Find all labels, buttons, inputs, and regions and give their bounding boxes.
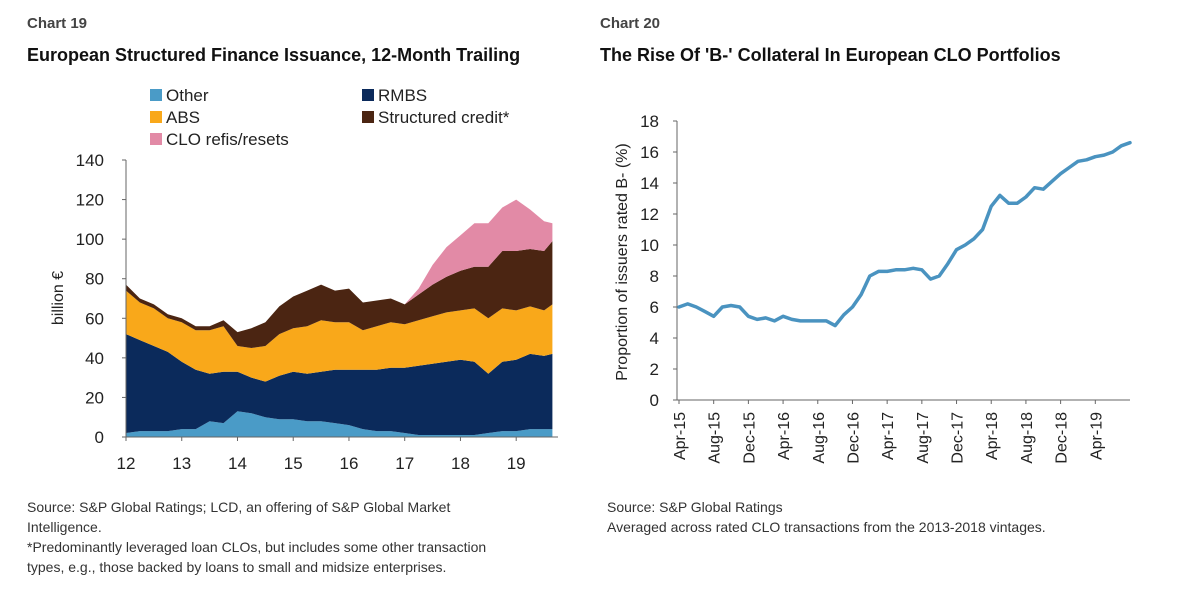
area-abs xyxy=(126,290,553,382)
area-clo-refis-resets xyxy=(126,199,553,333)
b-minus-series xyxy=(677,140,1132,328)
x-tick-label: Apr-16 xyxy=(776,412,793,460)
y-tick-label: 8 xyxy=(650,267,659,286)
legend-label-clo-refis-resets: CLO refis/resets xyxy=(166,130,289,149)
y-tick-label: 14 xyxy=(640,174,659,193)
issuance-y-axis-label: billion € xyxy=(50,271,67,325)
x-tick-label: Apr-17 xyxy=(880,412,897,460)
y-tick-label: 0 xyxy=(650,391,659,410)
chart20-title: The Rise Of 'B-' Collateral In European … xyxy=(600,45,1061,65)
y-tick-label: 20 xyxy=(85,388,104,407)
legend-label-rmbs: RMBS xyxy=(378,86,427,105)
y-tick-label: 16 xyxy=(640,143,659,162)
legend-swatch-abs xyxy=(150,111,162,123)
x-tick-label: Aug-16 xyxy=(811,412,828,464)
chart20-source-line1: Source: S&P Global Ratings xyxy=(607,499,783,515)
y-tick-label: 12 xyxy=(640,205,659,224)
b-minus-axes: 0 2 4 6 8 10 12 14 16 18 Apr-15 Aug-15 Dec-15 Apr-16 A… xyxy=(640,112,1130,464)
y-tick-label: 60 xyxy=(85,309,104,328)
y-tick-label: 80 xyxy=(85,270,104,289)
chart20-source: Source: S&P Global Ratings Averaged acro… xyxy=(607,497,1046,537)
y-tick-label: 0 xyxy=(95,428,104,447)
x-tick-label: Aug-18 xyxy=(1019,412,1036,464)
y-tick-label: 10 xyxy=(640,236,659,255)
y-tick-label: 100 xyxy=(76,230,104,249)
y-tick-label: 40 xyxy=(85,349,104,368)
area-other xyxy=(126,411,553,437)
y-tick-label: 120 xyxy=(76,191,104,210)
x-tick-label: 12 xyxy=(117,454,136,473)
chart20-number: Chart 20 xyxy=(600,15,661,32)
x-tick-label: Dec-17 xyxy=(950,412,967,464)
chart19-title: European Structured Finance Issuance, 12… xyxy=(27,45,521,65)
legend-swatch-clo-refis-resets xyxy=(150,133,162,145)
b-minus-line-chart: 0 2 4 6 8 10 12 14 16 18 Apr-15 Aug-15 Dec-15 Apr-16 A… xyxy=(614,112,1132,464)
legend-swatch-rmbs xyxy=(362,89,374,101)
area-structured-credit xyxy=(126,241,553,348)
issuance-area-chart: Other ABS CLO refis/resets RMBS Structured c… xyxy=(50,86,558,473)
y-tick-label: 2 xyxy=(650,360,659,379)
y-tick-label: 140 xyxy=(76,151,104,170)
x-tick-label: Apr-18 xyxy=(984,412,1001,460)
legend-swatch-structured-credit xyxy=(362,111,374,123)
area-rmbs xyxy=(126,334,553,435)
chart19-source: Source: S&P Global Ratings; LCD, an offe… xyxy=(27,497,486,577)
x-tick-label: 13 xyxy=(172,454,191,473)
x-tick-label: 17 xyxy=(395,454,414,473)
chart19-number: Chart 19 xyxy=(27,15,88,32)
chart19-source-line2: Intelligence. xyxy=(27,519,102,535)
x-tick-label: 18 xyxy=(451,454,470,473)
x-tick-label: 14 xyxy=(228,454,247,473)
y-tick-label: 18 xyxy=(640,112,659,131)
legend-label-other: Other xyxy=(166,86,209,105)
x-tick-label: Aug-17 xyxy=(915,412,932,464)
chart19-footnote-line2: types, e.g., those backed by loans to sm… xyxy=(27,559,447,575)
issuance-areas xyxy=(126,199,553,437)
chart19-source-line1: Source: S&P Global Ratings; LCD, an offe… xyxy=(27,499,451,515)
x-tick-label: Dec-15 xyxy=(741,412,758,464)
issuance-legend: Other ABS CLO refis/resets RMBS Structured c… xyxy=(150,86,510,149)
x-tick-label: Aug-15 xyxy=(707,412,724,464)
x-tick-label: 15 xyxy=(284,454,303,473)
legend-label-abs: ABS xyxy=(166,108,200,127)
x-tick-label: Dec-18 xyxy=(1054,412,1071,464)
b-minus-y-axis-label: Proportion of issuers rated B- (%) xyxy=(614,143,631,380)
x-tick-label: 16 xyxy=(340,454,359,473)
x-tick-label: Apr-19 xyxy=(1088,412,1105,460)
x-tick-label: Apr-15 xyxy=(672,412,689,460)
series-line xyxy=(677,140,1132,328)
chart20-source-line2: Averaged across rated CLO transactions f… xyxy=(607,519,1046,535)
legend-swatch-other xyxy=(150,89,162,101)
issuance-axes: 0 20 40 60 80 100 120 140 12 13 14 15 16 17 18 19 xyxy=(76,151,558,473)
x-tick-label: Dec-16 xyxy=(846,412,863,464)
chart19-footnote-line1: *Predominantly leveraged loan CLOs, but … xyxy=(27,539,487,555)
legend-label-structured-credit: Structured credit* xyxy=(378,108,510,127)
y-tick-label: 6 xyxy=(650,298,659,317)
y-tick-label: 4 xyxy=(650,329,659,348)
x-tick-label: 19 xyxy=(507,454,526,473)
